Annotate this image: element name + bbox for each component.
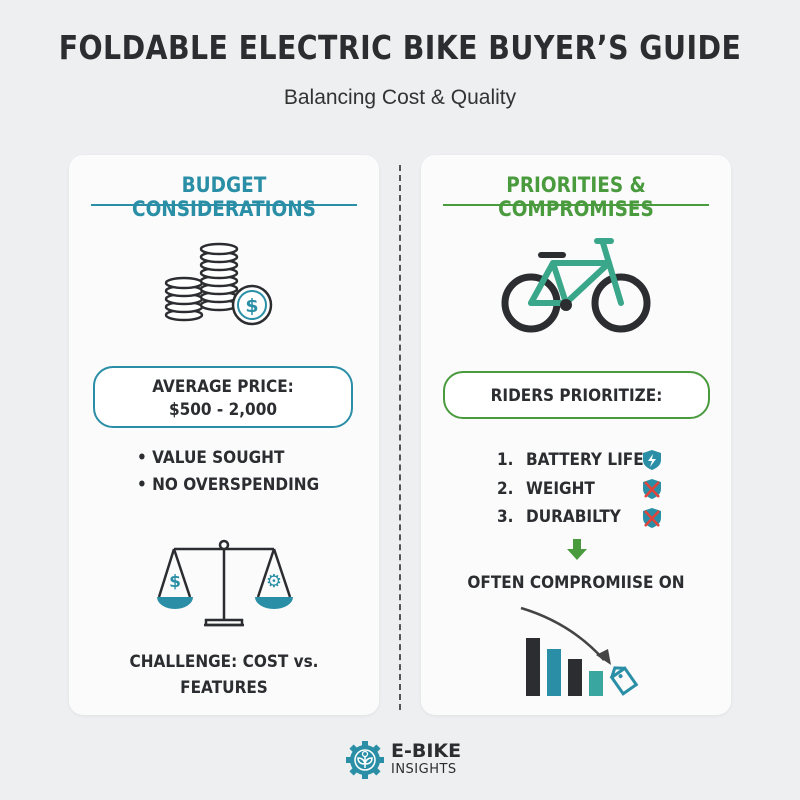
priority-label: BATTERY LIFE: [526, 450, 644, 470]
gear-leaf-icon: [346, 741, 384, 779]
priority-label: WEIGHT: [526, 479, 595, 499]
priorities-card: PRIORITIES & COMPROMISES RIDERS PRIORITI…: [421, 155, 731, 715]
declining-bars-price-tag-icon: [520, 606, 639, 696]
priority-number: 2.: [497, 479, 514, 499]
brand-logo: E-BIKE INSIGHTS: [345, 740, 485, 780]
balance-scale-icon: $ ⚙: [157, 539, 293, 627]
shield-x-icon: [643, 508, 661, 528]
priority-number: 1.: [497, 450, 514, 470]
priority-label: DURABILTY: [526, 507, 621, 527]
priorities-heading: PRIORITIES & COMPROMISES: [498, 173, 654, 221]
svg-text:$: $: [169, 572, 181, 592]
bullet-item: • NO OVERSPENDING: [137, 475, 320, 495]
challenge-line-2: FEATURES: [180, 678, 268, 698]
bullet-text: VALUE SOUGHT: [152, 448, 285, 468]
shield-bolt-icon: [643, 450, 661, 470]
budget-card: BUDGET CONSIDERATIONS $ AVERAGE PRICE: $…: [69, 155, 379, 715]
arrow-down-icon: [567, 539, 587, 560]
bicycle-icon: [501, 238, 651, 333]
page-title: FOLDABLE ELECTRIC BIKE BUYER’S GUIDE: [58, 28, 742, 67]
brand-tagline: INSIGHTS: [391, 762, 457, 777]
price-label: AVERAGE PRICE:: [152, 377, 294, 397]
brand-name: E-BIKE: [391, 740, 462, 762]
box-label: RIDERS PRIORITIZE:: [490, 386, 663, 406]
page-subtitle: Balancing Cost & Quality: [283, 86, 517, 109]
bullet-item: • VALUE SOUGHT: [137, 448, 285, 468]
svg-text:⚙: ⚙: [266, 571, 282, 592]
bullet-text: NO OVERSPENDING: [152, 475, 320, 495]
heading-underline: [91, 204, 357, 206]
budget-heading: BUDGET CONSIDERATIONS: [132, 173, 316, 221]
average-price-box: AVERAGE PRICE: $500 - 2,000: [93, 366, 353, 428]
compromise-label: OFTEN COMPROMIISE ON: [467, 573, 685, 593]
riders-prioritize-box: RIDERS PRIORITIZE:: [443, 371, 710, 419]
shield-x-icon: [643, 479, 661, 499]
svg-text:$: $: [245, 295, 258, 317]
challenge-line-1: CHALLENGE: COST vs.: [129, 652, 319, 672]
priority-number: 3.: [497, 507, 514, 527]
coins-dollar-icon: $: [164, 242, 273, 326]
price-value: $500 - 2,000: [169, 400, 277, 420]
divider: [399, 165, 401, 710]
heading-underline: [443, 204, 709, 206]
